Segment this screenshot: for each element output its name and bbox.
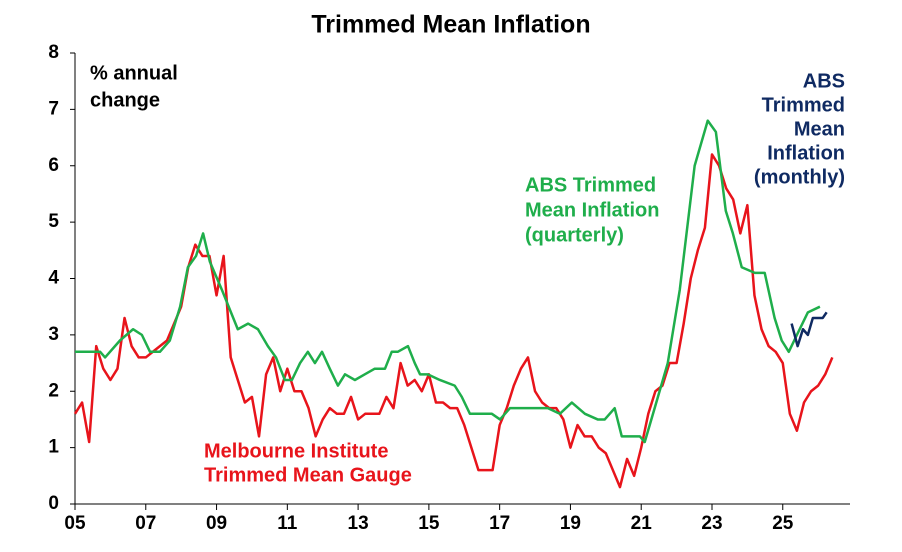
x-tick-label: 05 bbox=[64, 513, 86, 534]
series-label: ABS Trimmed bbox=[525, 174, 656, 196]
series-label: Mean Inflation bbox=[525, 199, 659, 221]
x-tick-label: 07 bbox=[135, 513, 156, 534]
y-tick-label: 8 bbox=[48, 42, 59, 63]
x-tick-label: 11 bbox=[277, 513, 298, 534]
series-label: Mean bbox=[794, 118, 845, 140]
series-label: (quarterly) bbox=[525, 224, 624, 246]
series-label: Melbourne Institute bbox=[204, 440, 388, 462]
series-label: Trimmed Mean Gauge bbox=[204, 464, 412, 486]
y-axis-label: change bbox=[90, 89, 160, 111]
x-tick-label: 23 bbox=[701, 513, 722, 534]
y-tick-label: 3 bbox=[48, 324, 59, 345]
x-tick-label: 25 bbox=[772, 513, 794, 534]
series-label: Inflation bbox=[767, 142, 845, 164]
y-axis-label: % annual bbox=[90, 62, 178, 84]
series-label: ABS bbox=[803, 70, 845, 92]
chart-title: Trimmed Mean Inflation bbox=[311, 11, 590, 39]
series-line bbox=[790, 311, 828, 348]
y-tick-label: 0 bbox=[48, 493, 59, 514]
x-tick-label: 09 bbox=[206, 513, 227, 534]
y-tick-label: 6 bbox=[48, 155, 59, 176]
x-tick-label: 15 bbox=[418, 513, 440, 534]
x-tick-label: 17 bbox=[489, 513, 510, 534]
y-tick-label: 4 bbox=[48, 268, 59, 289]
y-tick-label: 1 bbox=[48, 437, 59, 458]
series-line bbox=[73, 153, 834, 489]
y-tick-label: 7 bbox=[48, 98, 59, 119]
y-tick-label: 2 bbox=[48, 380, 59, 401]
x-tick-label: 19 bbox=[560, 513, 581, 534]
y-tick-label: 5 bbox=[48, 211, 59, 232]
x-tick-label: 21 bbox=[631, 513, 653, 534]
series-label: Trimmed bbox=[762, 94, 845, 116]
x-tick-label: 13 bbox=[348, 513, 369, 534]
series-label: (monthly) bbox=[754, 166, 845, 188]
series-line bbox=[75, 119, 821, 444]
